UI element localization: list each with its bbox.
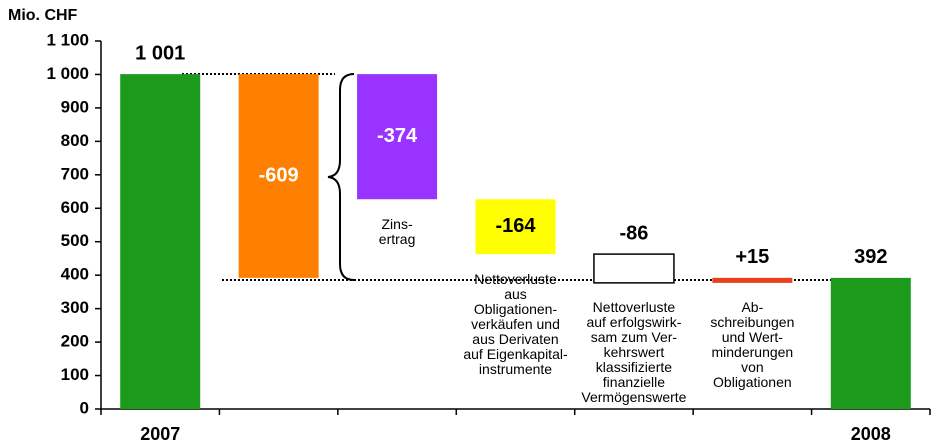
value-label: -609 <box>259 164 299 186</box>
annotation: Nettoverluste aus Obligationen-verkäufen u… <box>463 271 568 377</box>
bar <box>712 277 793 283</box>
bar <box>120 74 201 410</box>
y-tick-label: 100 <box>61 365 89 384</box>
y-tick-label: 500 <box>61 231 89 250</box>
value-label: -86 <box>619 222 648 244</box>
value-label: +15 <box>735 246 769 268</box>
bar <box>357 74 438 200</box>
value-label: -374 <box>377 125 418 147</box>
annotation: Nettoverluste auf erfolgswirk-sam zum Ver… <box>581 299 686 405</box>
value-label: 392 <box>854 246 887 268</box>
annotation: Zins-ertrag <box>379 216 416 247</box>
y-axis-label: Mio. CHF <box>8 7 78 24</box>
x-tick-label: 2008 <box>851 424 891 444</box>
bar <box>830 277 911 409</box>
y-tick-label: 600 <box>61 198 89 217</box>
annotation: Ab-schreibungen und Wert-minderungen von Ob… <box>710 299 794 390</box>
y-tick-label: 200 <box>61 332 89 351</box>
x-tick-label: 2007 <box>140 424 180 444</box>
y-tick-label: 800 <box>61 131 89 150</box>
value-label: 1 001 <box>135 42 185 64</box>
y-tick-label: 1 000 <box>46 64 89 83</box>
y-tick-label: 300 <box>61 298 89 317</box>
y-tick-label: 0 <box>80 398 89 417</box>
value-label: -164 <box>495 215 536 237</box>
bar <box>593 253 675 284</box>
y-tick-label: 900 <box>61 97 89 116</box>
brace <box>327 73 355 281</box>
y-tick-label: 700 <box>61 164 89 183</box>
y-tick-label: 400 <box>61 265 89 284</box>
bar <box>238 74 319 278</box>
bar <box>475 199 556 255</box>
y-tick-label: 1 100 <box>46 30 89 49</box>
